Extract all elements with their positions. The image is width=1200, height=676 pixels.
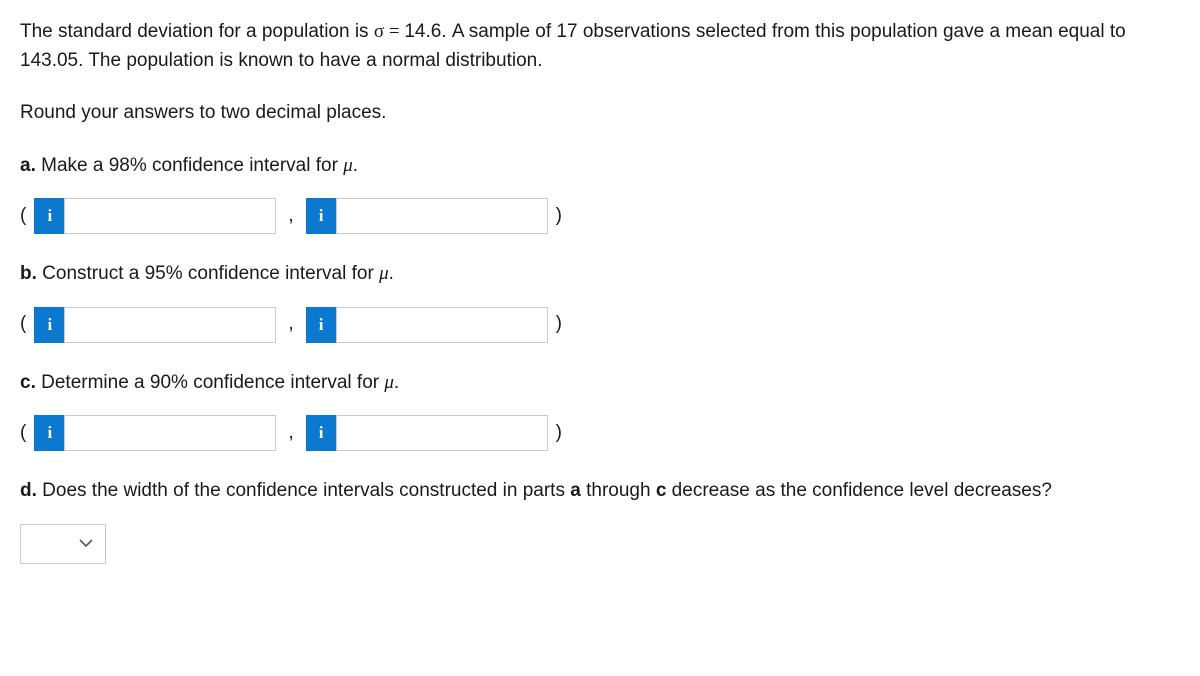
part-d: d. Does the width of the confidence inte…: [20, 477, 1180, 564]
part-b-after: .: [389, 263, 394, 284]
open-paren: (: [20, 202, 26, 231]
part-b-lower-input[interactable]: [64, 307, 276, 343]
part-d-mid: through: [581, 480, 656, 501]
close-paren: ): [556, 310, 562, 339]
info-icon[interactable]: i: [34, 198, 64, 234]
part-c: c. Determine a 90% confidence interval f…: [20, 369, 1180, 452]
part-d-label: d. Does the width of the confidence inte…: [20, 477, 1180, 506]
part-c-after: .: [394, 372, 399, 393]
part-a-after: .: [353, 155, 358, 176]
part-a-lower-wrap: i: [34, 198, 276, 234]
part-c-upper-wrap: i: [306, 415, 548, 451]
part-b-upper-wrap: i: [306, 307, 548, 343]
part-d-bold-c: c: [656, 480, 667, 501]
part-a-lower-input[interactable]: [64, 198, 276, 234]
part-a-letter: a.: [20, 155, 36, 176]
part-c-label: c. Determine a 90% confidence interval f…: [20, 369, 1180, 398]
open-paren: (: [20, 419, 26, 448]
part-d-after: decrease as the confidence level decreas…: [666, 480, 1052, 501]
part-c-upper-input[interactable]: [336, 415, 548, 451]
part-a-text: Make a 98% confidence interval for: [36, 155, 343, 176]
info-icon[interactable]: i: [306, 198, 336, 234]
intro-prefix: The standard deviation for a population …: [20, 21, 374, 42]
part-c-interval: ( i , i ): [20, 415, 1180, 451]
part-a-upper-input[interactable]: [336, 198, 548, 234]
comma: ,: [284, 310, 297, 339]
rounding-instruction: Round your answers to two decimal places…: [20, 99, 1180, 128]
part-a-label: a. Make a 98% confidence interval for μ.: [20, 152, 1180, 181]
sigma-value: 14.6: [404, 21, 441, 42]
part-c-lower-input[interactable]: [64, 415, 276, 451]
part-d-dropdown[interactable]: [20, 524, 106, 564]
part-b-letter: b.: [20, 263, 37, 284]
part-b-lower-wrap: i: [34, 307, 276, 343]
info-icon[interactable]: i: [34, 307, 64, 343]
close-paren: ): [556, 202, 562, 231]
part-d-before: Does the width of the confidence interva…: [37, 480, 570, 501]
chevron-down-icon: [79, 539, 93, 548]
sigma-symbol: σ =: [374, 21, 404, 42]
mu-symbol: μ: [343, 155, 353, 176]
part-a: a. Make a 98% confidence interval for μ.…: [20, 152, 1180, 235]
part-d-bold-a: a: [570, 480, 581, 501]
part-b-text: Construct a 95% confidence interval for: [37, 263, 379, 284]
info-icon[interactable]: i: [34, 415, 64, 451]
close-paren: ): [556, 419, 562, 448]
part-a-upper-wrap: i: [306, 198, 548, 234]
comma: ,: [284, 419, 297, 448]
part-d-letter: d.: [20, 480, 37, 501]
info-icon[interactable]: i: [306, 307, 336, 343]
part-c-letter: c.: [20, 372, 36, 393]
part-a-interval: ( i , i ): [20, 198, 1180, 234]
part-c-lower-wrap: i: [34, 415, 276, 451]
problem-intro: The standard deviation for a population …: [20, 18, 1180, 75]
mu-symbol: μ: [379, 263, 389, 284]
part-b-interval: ( i , i ): [20, 307, 1180, 343]
open-paren: (: [20, 310, 26, 339]
mu-symbol: μ: [384, 372, 394, 393]
comma: ,: [284, 202, 297, 231]
part-b-label: b. Construct a 95% confidence interval f…: [20, 260, 1180, 289]
part-b: b. Construct a 95% confidence interval f…: [20, 260, 1180, 343]
part-b-upper-input[interactable]: [336, 307, 548, 343]
info-icon[interactable]: i: [306, 415, 336, 451]
part-c-text: Determine a 90% confidence interval for: [36, 372, 385, 393]
